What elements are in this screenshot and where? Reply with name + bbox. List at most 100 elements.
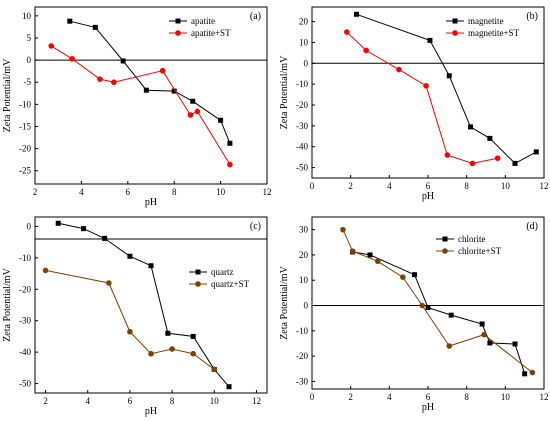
y-tick-label: -20 xyxy=(19,284,31,294)
y-tick-label: 10 xyxy=(299,275,309,285)
data-point xyxy=(522,371,528,377)
data-point xyxy=(148,350,154,357)
y-tick-label: -10 xyxy=(296,79,308,89)
legend-marker xyxy=(452,18,458,24)
series-line-magnetite-ST xyxy=(346,31,498,164)
data-point xyxy=(227,161,233,168)
data-point xyxy=(169,346,175,352)
y-axis-title: Zeta Potential/mV xyxy=(2,267,13,341)
data-point xyxy=(120,58,126,64)
x-tick-label: 8 xyxy=(464,181,469,191)
data-point xyxy=(419,302,426,309)
x-tick-label: 10 xyxy=(210,396,220,406)
data-point xyxy=(367,252,373,258)
x-axis-title: pH xyxy=(422,191,434,202)
data-point xyxy=(353,11,359,17)
series-line-quartz-ST xyxy=(45,269,215,370)
data-point xyxy=(479,321,485,327)
legend-label: quartz+ST xyxy=(211,279,250,289)
panel-d: 0 2 4 6 8 10 12 30 20 10 0 -10 -20 -30 pH Zeta Potentia… xyxy=(279,216,549,413)
legend-label: apatite xyxy=(191,16,215,26)
legend-label: magnetite xyxy=(468,16,504,26)
x-tick-label: 2 xyxy=(43,396,48,406)
x-tick-label: 6 xyxy=(426,181,431,191)
legend: magnetite magnetite+ST xyxy=(446,16,520,38)
legend-label: chlorite xyxy=(458,234,486,244)
data-point xyxy=(468,124,474,130)
y-tick-label: 10 xyxy=(299,37,309,47)
data-point xyxy=(48,43,55,49)
data-point xyxy=(227,140,233,146)
legend-marker xyxy=(442,236,448,242)
x-tick-label: 12 xyxy=(540,181,549,191)
data-point xyxy=(97,76,103,82)
y-tick-label: -10 xyxy=(296,326,308,336)
y-axis-title: Zeta Potential/mV xyxy=(279,265,290,339)
x-tick-label: 6 xyxy=(128,396,133,406)
y-tick-label: -50 xyxy=(19,379,31,389)
x-tick-label: 8 xyxy=(464,392,469,402)
data-point xyxy=(55,220,61,226)
series-line-apatite xyxy=(69,20,231,144)
x-tick-label: 4 xyxy=(79,187,84,197)
data-point xyxy=(190,333,196,339)
y-tick-label: -10 xyxy=(19,253,31,263)
data-point xyxy=(512,341,518,347)
data-point xyxy=(423,83,429,89)
data-point xyxy=(67,18,73,24)
data-point xyxy=(92,24,98,30)
data-point xyxy=(349,248,356,254)
data-point xyxy=(446,343,453,349)
x-tick-label: 4 xyxy=(387,392,392,402)
x-tick-label: 12 xyxy=(540,392,549,402)
x-tick-label: 4 xyxy=(85,396,90,406)
legend-marker xyxy=(175,18,181,24)
y-tick-label: -40 xyxy=(296,142,308,152)
legend-marker xyxy=(452,30,458,36)
legend-label: quartz xyxy=(211,267,234,277)
data-point xyxy=(165,330,171,336)
data-point xyxy=(444,152,451,158)
data-point xyxy=(512,160,518,166)
x-tick-label: 12 xyxy=(252,396,261,406)
data-point xyxy=(127,253,133,259)
x-axis-title: pH xyxy=(145,406,157,417)
x-tick-label: 2 xyxy=(348,392,353,402)
data-point xyxy=(111,79,117,86)
data-point xyxy=(529,369,536,376)
data-point xyxy=(494,155,501,161)
data-point xyxy=(211,366,218,373)
y-tick-label: 0 xyxy=(27,55,32,65)
data-point xyxy=(469,160,476,167)
data-point xyxy=(425,305,431,311)
panel-label: (c) xyxy=(250,221,261,232)
data-point xyxy=(143,87,149,93)
panel-label: (d) xyxy=(526,221,538,232)
legend: quartz quartz+ST xyxy=(189,267,250,289)
data-point xyxy=(69,55,75,62)
series-line-apatite-ST xyxy=(50,45,231,165)
data-point xyxy=(374,258,381,265)
y-tick-label: 20 xyxy=(299,17,309,27)
data-point xyxy=(81,226,87,232)
series-line-quartz xyxy=(58,222,230,388)
data-point xyxy=(190,350,196,357)
data-point xyxy=(427,37,433,43)
y-tick-label: -20 xyxy=(19,144,31,154)
data-point xyxy=(102,235,108,241)
data-point xyxy=(127,328,133,335)
y-tick-label: -50 xyxy=(296,163,308,173)
legend: apatite apatite+ST xyxy=(169,16,231,38)
x-tick-label: 2 xyxy=(33,187,38,197)
data-point xyxy=(411,272,417,278)
x-tick-label: 4 xyxy=(387,181,392,191)
y-tick-label: -30 xyxy=(296,376,308,386)
y-tick-label: 0 xyxy=(27,221,32,231)
plot-frame xyxy=(34,6,268,185)
y-tick-label: 5 xyxy=(27,33,32,43)
y-tick-label: -10 xyxy=(19,99,31,109)
y-axis-title: Zeta Potential/mV xyxy=(2,58,13,132)
data-point xyxy=(396,66,402,73)
x-tick-label: 6 xyxy=(426,392,431,402)
data-point xyxy=(487,340,493,346)
